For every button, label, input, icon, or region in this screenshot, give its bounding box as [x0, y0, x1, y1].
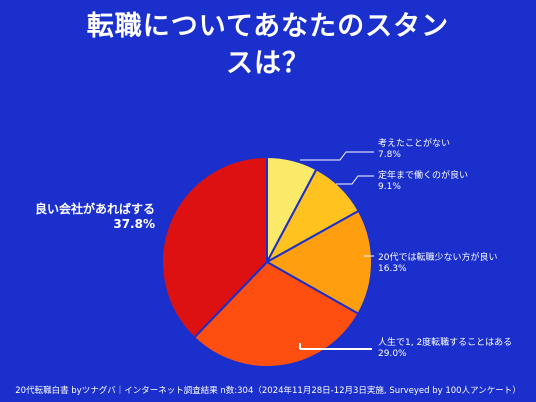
slice-value-label: 37.8%: [113, 217, 155, 231]
slice-label: 考えたことがない: [378, 137, 450, 149]
slice-value-label: 7.8%: [378, 150, 401, 160]
slice-value-label: 29.0%: [378, 349, 407, 359]
slice-label: 20代では転職少ない方が良い: [378, 251, 497, 263]
slice-value-label: 9.1%: [378, 182, 401, 192]
leader-line: [300, 151, 374, 161]
pie-slice: [264, 209, 373, 316]
chart-title: 転職についてあなたのスタン スは？: [0, 8, 536, 82]
slice-value-label: 16.3%: [378, 264, 407, 274]
pie-slice: [192, 260, 360, 368]
slice-label: 人生で1, 2度転職することはある: [378, 336, 512, 348]
chart-title-line-1: 転職についてあなたのスタン: [86, 11, 450, 42]
slice-label: 定年まで働くのが良い: [378, 169, 468, 181]
slice-label: 良い会社があればする: [35, 201, 155, 216]
pie-slice: [161, 155, 268, 340]
chart-title-line-2: スは？: [226, 48, 310, 79]
leader-line: [336, 175, 374, 185]
source-footnote: 20代転職白書 byツナグバ｜インターネット調査結果 n数:304（2024年1…: [15, 386, 521, 396]
